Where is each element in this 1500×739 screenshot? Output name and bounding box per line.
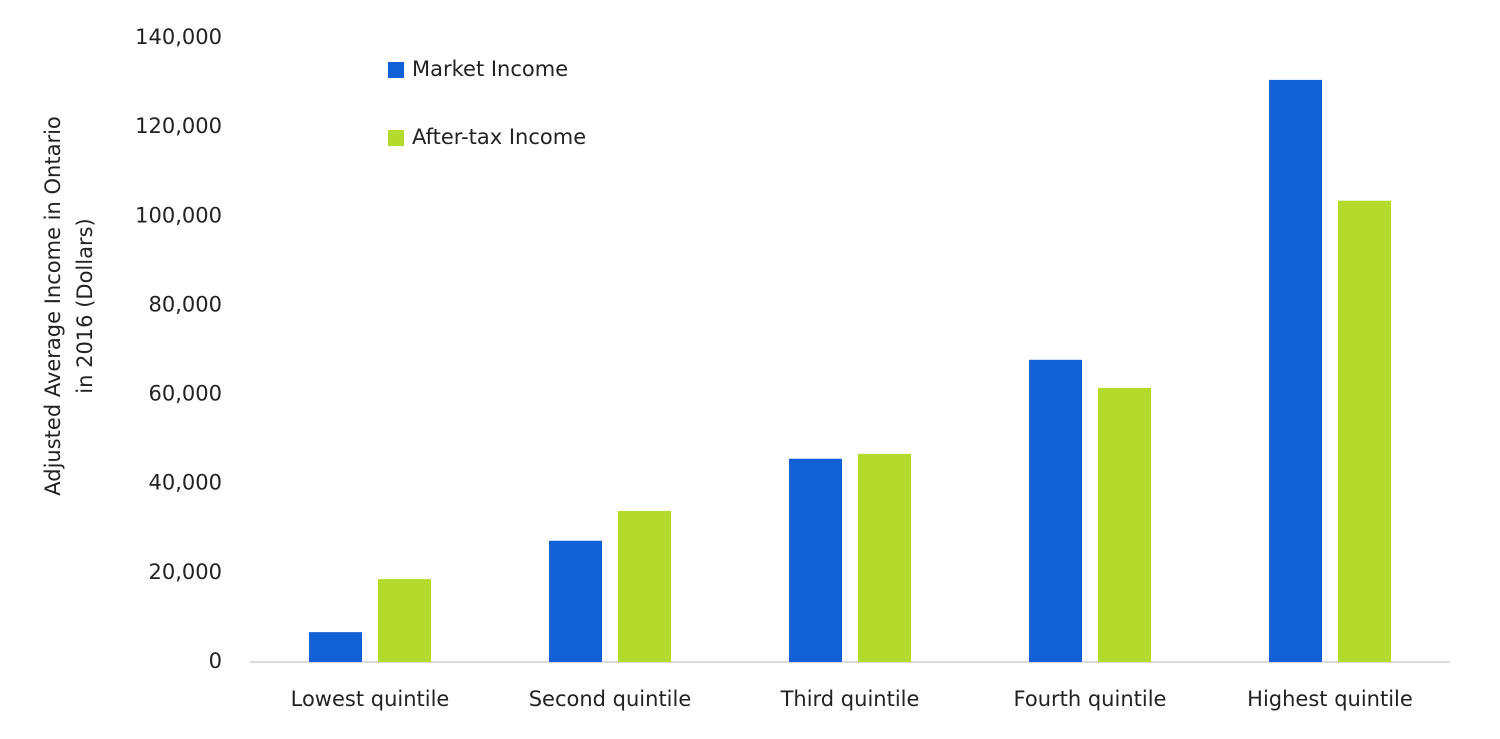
bar bbox=[378, 579, 431, 662]
legend-label: Market Income bbox=[412, 57, 568, 81]
bar bbox=[618, 510, 671, 662]
y-tick-label: 80,000 bbox=[149, 292, 222, 316]
x-tick-label: Fourth quintile bbox=[1014, 687, 1167, 711]
bar bbox=[1098, 387, 1151, 662]
y-tick-label: 100,000 bbox=[135, 203, 222, 227]
y-tick-label: 60,000 bbox=[149, 382, 222, 406]
bar bbox=[789, 458, 842, 662]
y-tick-label: 0 bbox=[209, 649, 222, 673]
x-tick-label: Second quintile bbox=[529, 687, 692, 711]
bar bbox=[309, 632, 362, 662]
legend-swatch bbox=[388, 62, 404, 78]
legend-label: After-tax Income bbox=[412, 125, 586, 149]
bar bbox=[1029, 359, 1082, 662]
bar bbox=[1338, 200, 1391, 662]
bar bbox=[1269, 79, 1322, 662]
x-tick-label: Lowest quintile bbox=[291, 687, 450, 711]
y-axis-label-line: Adjusted Average Income in Ontario bbox=[41, 116, 65, 496]
y-tick-label: 20,000 bbox=[149, 560, 222, 584]
y-tick-label: 120,000 bbox=[135, 114, 222, 138]
y-tick-label: 140,000 bbox=[135, 25, 222, 49]
x-tick-label: Third quintile bbox=[780, 687, 920, 711]
y-axis-label: Adjusted Average Income in Ontario in 201… bbox=[41, 116, 97, 496]
bar bbox=[549, 540, 602, 662]
bar bbox=[858, 453, 911, 662]
x-tick-label: Highest quintile bbox=[1247, 687, 1413, 711]
y-axis-label-line: in 2016 (Dollars) bbox=[73, 218, 97, 393]
y-tick-label: 40,000 bbox=[149, 471, 222, 495]
legend-swatch bbox=[388, 130, 404, 146]
